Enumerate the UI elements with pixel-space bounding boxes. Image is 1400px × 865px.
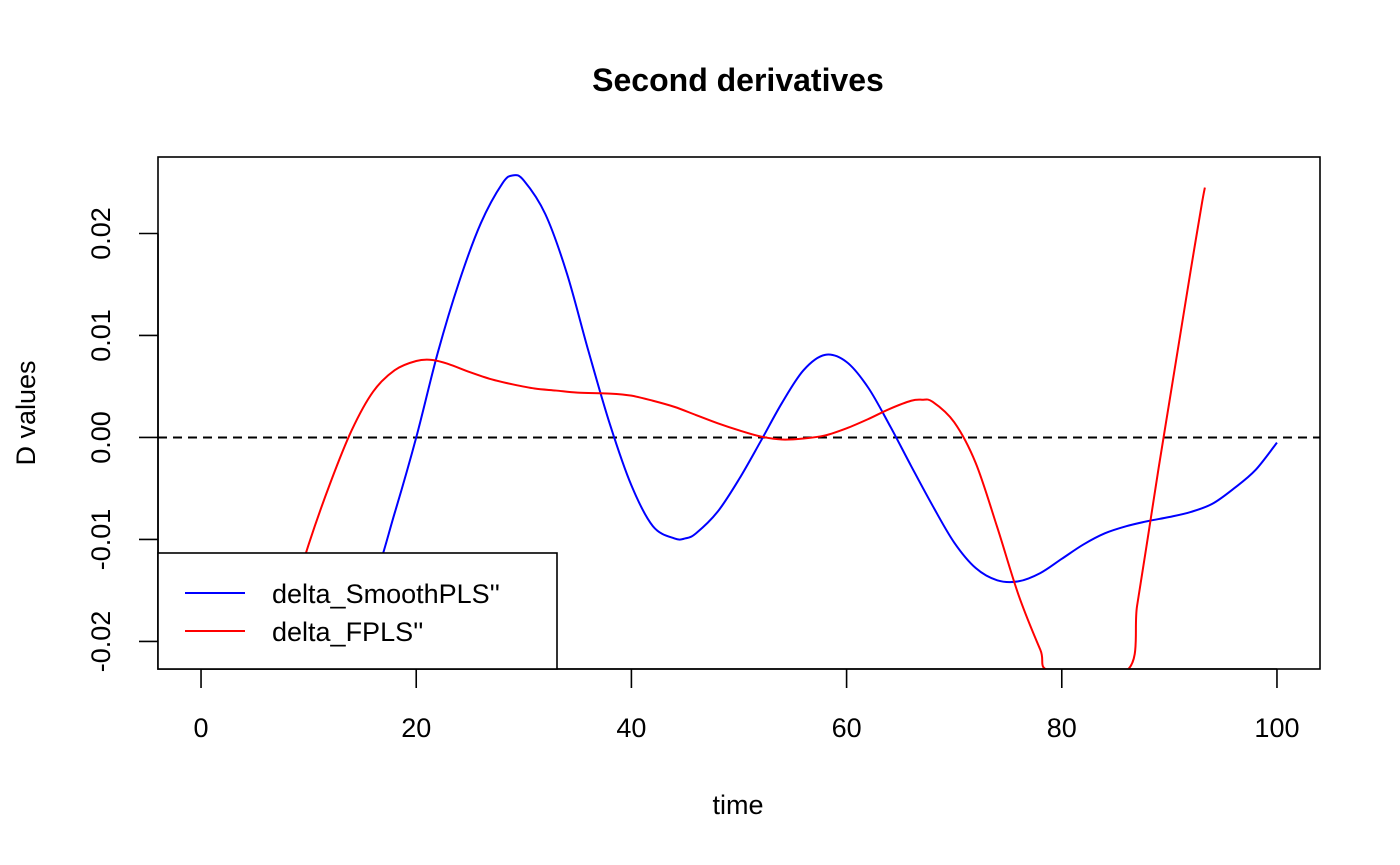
x-tick-label: 60	[832, 713, 862, 743]
y-tick-label: -0.01	[86, 509, 116, 571]
x-tick-label: 80	[1047, 713, 1077, 743]
y-axis: -0.02 -0.01 0.00 0.01 0.02	[86, 207, 159, 673]
y-tick-label: 0.02	[86, 207, 116, 260]
legend-label-fpls: delta_FPLS''	[272, 617, 423, 647]
series-layer	[200, 174, 1278, 669]
x-tick-label: 20	[401, 713, 431, 743]
legend-box	[157, 552, 558, 670]
y-tick-label: 0.01	[86, 309, 116, 362]
x-axis: 0 20 40 60 80 100	[194, 668, 1299, 743]
x-tick-label: 0	[194, 713, 209, 743]
x-axis-label: time	[712, 790, 763, 820]
series-line-fpls	[270, 187, 1206, 669]
x-tick-label: 100	[1254, 713, 1299, 743]
legend: delta_SmoothPLS'' delta_FPLS''	[157, 552, 558, 670]
chart-title: Second derivatives	[592, 62, 884, 98]
legend-label-smoothpls: delta_SmoothPLS''	[272, 579, 500, 609]
series-line-smoothpls	[200, 174, 1278, 653]
y-tick-label: 0.00	[86, 411, 116, 464]
y-axis-label: D values	[11, 360, 41, 465]
x-tick-label: 40	[616, 713, 646, 743]
plot-frame	[157, 156, 1321, 670]
y-tick-label: -0.02	[86, 611, 116, 673]
